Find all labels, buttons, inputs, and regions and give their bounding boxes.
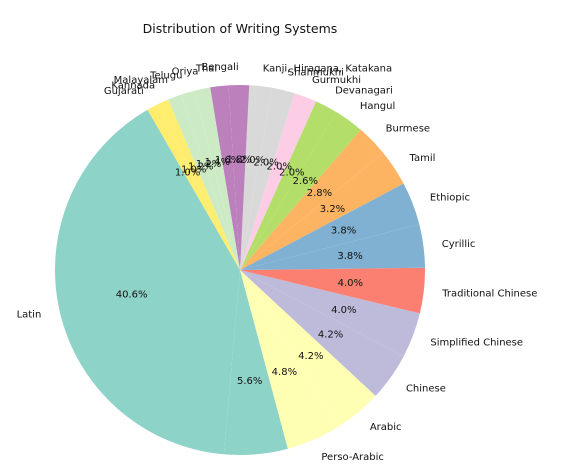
slice-percent-label: 2.0% — [240, 155, 265, 166]
slice-percent-label: 1.4% — [205, 157, 230, 168]
slice-percent-label: 1.0% — [181, 165, 206, 176]
slice-label: Cyrillic — [442, 239, 476, 250]
pie-slice — [240, 270, 339, 449]
slice-label: Burmese — [386, 123, 430, 134]
pie-slice — [240, 85, 273, 270]
slice-label: Arabic — [370, 422, 402, 433]
chart-title: Distribution of Writing Systems — [143, 21, 338, 36]
pie-slice — [240, 267, 425, 314]
slice-percent-label: 1.2% — [188, 162, 213, 173]
pie-slices — [55, 85, 425, 456]
slice-percent-label: 3.8% — [331, 226, 356, 237]
slice-label: Thai — [195, 63, 217, 74]
pie-slice — [228, 85, 250, 270]
slice-label: Latin — [17, 310, 42, 321]
pie-slice — [157, 99, 240, 270]
slice-percent-label: 4.8% — [272, 367, 297, 378]
slice-percent-label: 2.8% — [307, 188, 332, 199]
slice-labels: Latin Devanagari Perso-Arabic Arabic Chinese… — [17, 62, 538, 463]
slice-label: Kanji, Hiragana, Katakana — [263, 63, 392, 74]
slice-label: Oriya — [172, 66, 199, 77]
slice-percent-label: 3.8% — [337, 251, 362, 262]
slice-percent-label: 2.0% — [267, 162, 292, 173]
slice-label: Simplified Chinese — [430, 337, 523, 348]
slice-percent-label: 4.2% — [298, 351, 323, 362]
pie-slice — [168, 94, 240, 270]
slice-label: Gujarati — [104, 86, 144, 97]
pie-slice — [240, 270, 376, 427]
slice-percent-label: 1.8% — [227, 155, 252, 166]
slice-label: Ethiopic — [430, 192, 470, 203]
pie-slice — [240, 129, 384, 270]
pie-slice — [240, 101, 337, 270]
slice-label: Tamil — [409, 153, 436, 164]
pie-slice — [210, 85, 240, 270]
slice-percent-label: 3.2% — [320, 204, 345, 215]
pie-slice — [240, 270, 420, 357]
pie-slice — [240, 152, 404, 270]
pie-slice — [240, 93, 317, 271]
slice-percent-label: 2.0% — [279, 167, 304, 178]
pie-slice — [240, 87, 295, 270]
slice-percent-label: 4.0% — [331, 305, 356, 316]
slice-label: Devanagari — [335, 86, 393, 97]
slice-label: Chinese — [406, 383, 446, 394]
pie-slice — [240, 183, 420, 270]
slice-label: Gurmukhi — [312, 75, 361, 86]
pie-slice — [181, 90, 240, 270]
slice-label: Hangul — [360, 101, 395, 112]
pie-slice — [147, 104, 240, 270]
slice-percent-label: 5.6% — [237, 376, 262, 387]
slice-percent-label: 2.6% — [293, 176, 318, 187]
pie-slice — [223, 270, 288, 456]
slice-label: Kannada — [111, 81, 155, 92]
pie-slice — [55, 109, 241, 455]
slice-percent-label: 40.6% — [116, 290, 148, 301]
pie-slice — [240, 112, 361, 270]
slice-percent-label: 4.2% — [318, 330, 343, 341]
slice-label: Traditional Chinese — [441, 288, 537, 299]
slice-percent-label: 1.6% — [215, 155, 240, 166]
slice-label: Telugu — [149, 70, 182, 81]
percent-labels: 40.6%5.6%4.8%4.2%4.2%4.0%4.0%3.8%3.8%3.2… — [116, 155, 363, 388]
pie-slice — [194, 87, 240, 270]
slice-percent-label: 2.0% — [253, 158, 278, 169]
slice-label: Bengali — [201, 62, 238, 73]
pie-slice — [240, 270, 404, 396]
slice-percent-label: 1.2% — [196, 159, 221, 170]
pie-slice — [240, 224, 425, 270]
slice-label: Shahmukhi — [288, 68, 344, 79]
slice-label: Malayalam — [114, 75, 168, 86]
slice-percent-label: 4.0% — [338, 278, 363, 289]
slice-percent-label: 1.0% — [175, 168, 200, 179]
slice-label: Perso-Arabic — [321, 452, 384, 463]
